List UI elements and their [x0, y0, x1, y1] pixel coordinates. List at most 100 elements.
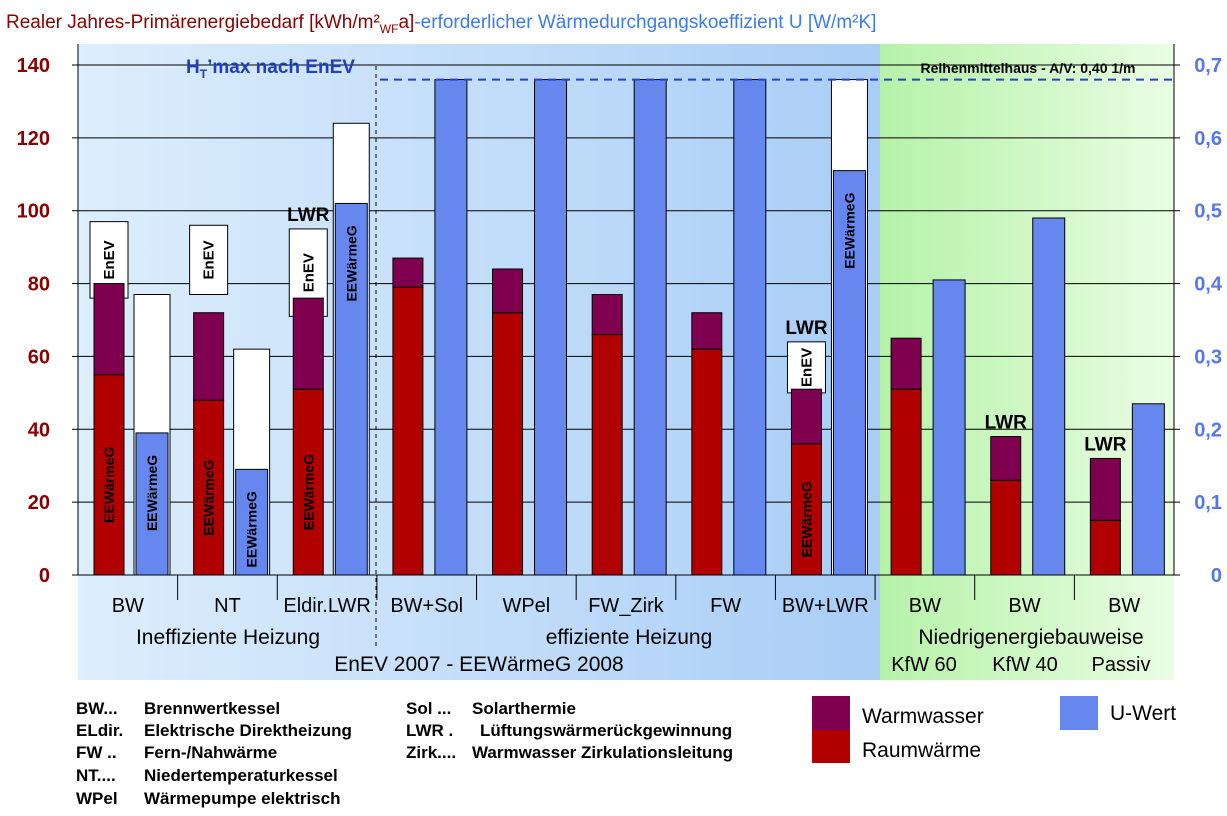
bar-warmwasser	[591, 294, 623, 336]
eew-vertical-label: EEWärmeG	[798, 481, 814, 557]
x-tick-label: BW+LWR	[782, 595, 869, 617]
bar-uwert	[434, 79, 468, 576]
abbr-text: Warmwasser Zirkulationsleitung	[472, 743, 733, 762]
eew-vertical-label: EEWärmeG	[300, 454, 316, 530]
bar-warmwasser	[392, 257, 424, 288]
bar-raumwaerme	[292, 388, 324, 576]
annotations: EnEV EEWärmeG EEWärmeG BW EnEV EEWärmeG EEWärm…	[101, 78, 1174, 617]
enev-vertical-label: EnEV	[798, 348, 815, 387]
group-label-ineffiziente: Ineffiziente Heizung	[136, 626, 320, 649]
bar-raumwaerme	[392, 286, 424, 576]
eew-vertical-label-u: EEWärmeG	[343, 225, 359, 301]
bar-raumwaerme	[790, 443, 822, 576]
bar-uwert	[334, 202, 368, 576]
y-tick-label-right: 0,5	[1194, 201, 1222, 223]
legend-label-warmwasser: Warmwasser	[862, 705, 984, 728]
enev-vertical-label: EnEV	[300, 253, 317, 292]
group-label-effiziente: effiziente Heizung	[546, 626, 713, 649]
abbr-text: Solarthermie	[472, 699, 576, 718]
bars	[89, 79, 1165, 576]
x-tick-label: BW+Sol	[390, 595, 463, 617]
bar-uwert	[832, 170, 866, 576]
legend: Warmwasser Raumwärme U-Wert	[812, 696, 1176, 763]
bar-uwert	[633, 79, 667, 576]
bar-uwert	[135, 432, 169, 576]
y-tick-label-right: 0,7	[1194, 55, 1222, 77]
enev-primary-limit-box	[189, 224, 229, 296]
enev-primary-limit-box	[786, 341, 826, 394]
bar-warmwasser	[691, 312, 723, 350]
abbr-text: Elektrische Direktheizung	[144, 721, 352, 740]
chart-title: Realer Jahres-Primärenergiebedarf [kWh/m…	[6, 12, 876, 36]
eew-vertical-label: EEWärmeG	[101, 447, 117, 523]
footer-label: EnEV 2007 - EEWärmeG 2008	[334, 653, 623, 676]
x-tick-label: Eldir.LWR	[283, 595, 370, 617]
sub-label-passiv: Passiv	[1092, 654, 1151, 676]
group-label-niedrigenergie: Niedrigenergiebauweise	[918, 626, 1143, 649]
abbr-text: Wärmepumpe elektrisch	[144, 789, 341, 808]
y-tick-label-right: 0	[1211, 565, 1222, 587]
eew-vertical-label: EEWärmeG	[201, 459, 217, 535]
enev-vertical-label: EnEV	[101, 240, 118, 279]
x-tick-label: NT	[214, 595, 241, 617]
bar-warmwasser	[292, 297, 324, 390]
bar-top-label: LWR	[785, 318, 827, 339]
legend-label-uwert: U-Wert	[1110, 702, 1176, 725]
y-tick-label-left: 0	[39, 565, 50, 587]
x-tick-label: FW	[710, 595, 741, 617]
legend-swatch-warmwasser	[812, 696, 850, 730]
region-low-energy-background	[880, 44, 1174, 680]
y-tick-label-left: 40	[28, 419, 50, 441]
bar-raumwaerme	[990, 479, 1022, 576]
eew-vertical-label-u: EEWärmeG	[144, 455, 160, 531]
bar-raumwaerme	[591, 334, 623, 576]
bar-warmwasser	[93, 283, 125, 376]
bar-raumwaerme	[492, 312, 524, 576]
y-tick-label-right: 0,2	[1194, 419, 1222, 441]
x-tick-label: WPel	[502, 595, 550, 617]
abbr-key: ELdir.	[76, 721, 123, 740]
axis-ticks: 0 20 40 60 80 100 120 140 0 0,1 0,2 0,3 0,4 0,5 0,6 0,7	[17, 55, 1223, 587]
abbr-key: LWR .	[406, 721, 453, 740]
bar-raumwaerme	[93, 374, 125, 576]
bar-uwert	[1032, 217, 1066, 576]
x-tick-label: BW	[1008, 595, 1040, 617]
y-tick-label-left: 20	[28, 492, 50, 514]
abbreviation-list: BW... Brennwertkessel ELdir. Elektrische…	[76, 699, 733, 808]
x-tick-label: BW	[1108, 595, 1140, 617]
y-tick-label-left: 100	[17, 201, 50, 223]
abbr-key: Sol ...	[406, 699, 451, 718]
bar-warmwasser	[990, 436, 1022, 481]
eew-vertical-label-u: EEWärmeG	[841, 192, 857, 268]
bar-top-label: LWR	[985, 413, 1027, 434]
bar-top-label: LWR	[1084, 434, 1126, 455]
bar-raumwaerme	[1089, 519, 1121, 576]
x-tick-label: BW	[909, 595, 941, 617]
abbr-text: Brennwertkessel	[144, 699, 280, 718]
x-tick-label: FW_Zirk	[588, 595, 665, 617]
enev-vertical-label: EnEV	[201, 240, 218, 279]
bar-warmwasser	[1089, 457, 1121, 521]
abbr-text: Lüftungswärmerückgewinnung	[480, 721, 732, 740]
bar-raumwaerme	[890, 388, 922, 576]
abbr-text: Fern-/Nahwärme	[144, 743, 277, 762]
abbr-key: BW...	[76, 699, 118, 718]
legend-swatch-uwert	[1060, 696, 1098, 730]
ht-max-label: HT’max nach EnEV	[186, 57, 355, 81]
y-tick-label-left: 140	[17, 55, 50, 77]
legend-swatch-raumwaerme	[812, 730, 850, 763]
abbr-key: WPel	[76, 789, 118, 808]
bar-warmwasser	[790, 388, 822, 445]
abbr-text: Niedertemperaturkessel	[144, 766, 338, 785]
bar-uwert	[1131, 403, 1165, 576]
y-tick-label-right: 0,4	[1194, 274, 1223, 296]
bar-warmwasser	[890, 337, 922, 390]
x-tick-label: BW	[112, 595, 144, 617]
bar-uwert	[235, 468, 269, 576]
bar-warmwasser	[193, 312, 225, 401]
bar-warmwasser	[492, 268, 524, 314]
bar-raumwaerme	[691, 348, 723, 576]
y-tick-label-left: 60	[28, 346, 50, 368]
bar-uwert	[733, 79, 767, 576]
